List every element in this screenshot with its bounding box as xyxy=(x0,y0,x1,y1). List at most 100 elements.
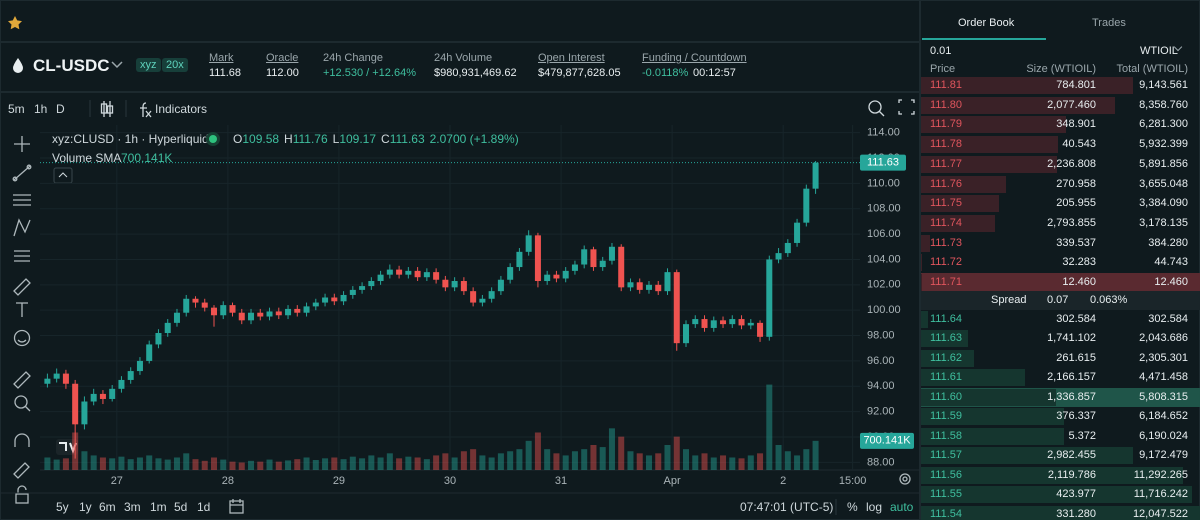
y-tick-label: 98.00 xyxy=(867,329,895,341)
candle-body xyxy=(99,393,106,399)
bid-row[interactable]: 111.55 423.977 11,716.242 xyxy=(921,485,1200,504)
collapse-button[interactable] xyxy=(53,167,73,184)
drawing-tools[interactable] xyxy=(12,136,32,504)
tab-underline xyxy=(922,38,1046,40)
interval-button[interactable]: 5m xyxy=(8,102,25,116)
total: 6,184.652 xyxy=(1139,410,1188,423)
volume-bar xyxy=(146,455,153,470)
symbol[interactable]: CL-USDC xyxy=(33,56,110,75)
ask-row[interactable]: 111.73 339.537 384.280 xyxy=(921,234,1200,253)
stat-value: 112.00 xyxy=(266,67,299,79)
candle-body xyxy=(664,272,671,292)
volume-bar xyxy=(784,451,791,470)
total: 5,891.856 xyxy=(1139,157,1188,170)
ask-row[interactable]: 111.77 2,236.808 5,891.856 xyxy=(921,155,1200,174)
depth-bar xyxy=(921,330,969,348)
range-button[interactable]: 1m xyxy=(150,500,167,514)
column-header: Total (WTIOIL) xyxy=(1116,63,1188,75)
settings-icon[interactable] xyxy=(899,473,911,485)
volume-bar xyxy=(460,451,467,470)
volume-bar xyxy=(368,455,375,470)
depth-bar xyxy=(921,388,1056,406)
candle-body xyxy=(488,291,495,299)
candle-body xyxy=(386,269,393,275)
range-button[interactable]: 5d xyxy=(174,500,188,514)
candle-body xyxy=(627,282,634,288)
scale-option[interactable]: log xyxy=(866,500,883,514)
volume-bar xyxy=(803,449,810,470)
size: 339.537 xyxy=(1056,236,1096,249)
star-icon[interactable] xyxy=(7,16,22,30)
depth-bar xyxy=(921,96,1115,114)
range-button[interactable]: 1y xyxy=(79,500,92,514)
tab[interactable]: Trades xyxy=(1092,17,1126,29)
ask-row[interactable]: 111.71 12.460 12.460 xyxy=(921,273,1200,292)
candle-type-icon[interactable] xyxy=(100,101,114,117)
bid-row[interactable]: 111.63 1,741.102 2,043.686 xyxy=(921,329,1200,348)
stat-value: +12.530 / +12.64% xyxy=(323,67,416,79)
bid-row[interactable]: 111.59 376.337 6,184.652 xyxy=(921,407,1200,426)
indicators-icon[interactable] xyxy=(140,102,152,118)
candle-body xyxy=(581,249,588,265)
ask-row[interactable]: 111.80 2,077.460 8,358.760 xyxy=(921,96,1200,115)
depth-bar xyxy=(921,116,1067,134)
volume-sma-value: 700.141K xyxy=(121,151,173,165)
bid-row[interactable]: 111.60 1,336.857 5,808.315 xyxy=(921,387,1200,407)
bid-row[interactable]: 111.56 2,119.786 11,292.265 xyxy=(921,466,1200,485)
ask-row[interactable]: 111.74 2,793.855 3,178.135 xyxy=(921,214,1200,233)
scale-option[interactable]: auto xyxy=(890,500,914,514)
total: 6,281.300 xyxy=(1139,118,1188,131)
size: 1,336.857 xyxy=(1047,390,1096,403)
interval-button[interactable]: D xyxy=(56,102,65,116)
range-button[interactable]: 6m xyxy=(99,500,116,514)
depth-bar xyxy=(921,234,930,252)
scale-option[interactable]: % xyxy=(847,500,858,514)
symbol-chevron[interactable] xyxy=(111,61,123,69)
volume-bar xyxy=(488,457,495,470)
range-button[interactable]: 5y xyxy=(56,500,69,514)
size: 331.280 xyxy=(1056,507,1096,520)
candle-body xyxy=(525,235,532,252)
size: 1,741.102 xyxy=(1047,332,1096,345)
range-button[interactable]: 3m xyxy=(124,500,141,514)
candle-body xyxy=(396,269,403,275)
bid-row[interactable]: 111.62 261.615 2,305.301 xyxy=(921,349,1200,368)
indicators-button[interactable]: Indicators xyxy=(155,102,208,116)
unit-select[interactable]: WTIOIL xyxy=(1140,45,1178,57)
size: 784.801 xyxy=(1056,79,1096,91)
range-button[interactable]: 1d xyxy=(197,500,211,514)
bid-row[interactable]: 111.64 302.584 302.584 xyxy=(921,310,1200,329)
x-tick-label: Apr xyxy=(664,475,681,487)
toolbar-right-icons[interactable] xyxy=(868,99,915,117)
candle-body xyxy=(655,284,662,292)
calendar-icon[interactable] xyxy=(229,499,244,514)
ask-row[interactable]: 111.72 32.283 44.743 xyxy=(921,253,1200,272)
tab[interactable]: Order Book xyxy=(958,17,1015,29)
bid-row[interactable]: 111.54 331.280 12,047.522 xyxy=(921,505,1200,520)
interval-button[interactable]: 1h xyxy=(34,102,48,116)
volume-bar xyxy=(525,440,532,470)
candle-body xyxy=(81,401,88,425)
ask-row[interactable]: 111.81 784.801 9,143.561 xyxy=(921,76,1200,95)
volume-bar xyxy=(747,455,754,470)
candle-body xyxy=(534,235,541,282)
ask-row[interactable]: 111.76 270.958 3,655.048 xyxy=(921,175,1200,194)
volume-bar xyxy=(812,440,819,470)
ask-row[interactable]: 111.75 205.955 3,384.090 xyxy=(921,194,1200,213)
candle-body xyxy=(118,379,125,389)
bid-row[interactable]: 111.58 5.372 6,190.024 xyxy=(921,427,1200,446)
depth-bar xyxy=(921,214,995,232)
tick-select[interactable]: 0.01 xyxy=(930,45,952,57)
volume-bar xyxy=(664,445,671,470)
volume-bar xyxy=(220,459,227,470)
volume-bar xyxy=(266,459,273,470)
ohlc-key: O xyxy=(233,132,243,146)
volume-bar xyxy=(701,453,708,470)
candle-body xyxy=(127,371,134,380)
candle-body xyxy=(553,274,560,279)
bid-row[interactable]: 111.61 2,166.157 4,471.458 xyxy=(921,368,1200,387)
ask-row[interactable]: 111.79 348.901 6,281.300 xyxy=(921,115,1200,134)
ask-row[interactable]: 111.78 40.543 5,932.399 xyxy=(921,135,1200,154)
bid-row[interactable]: 111.57 2,982.455 9,172.479 xyxy=(921,446,1200,465)
volume-bar xyxy=(720,455,727,470)
